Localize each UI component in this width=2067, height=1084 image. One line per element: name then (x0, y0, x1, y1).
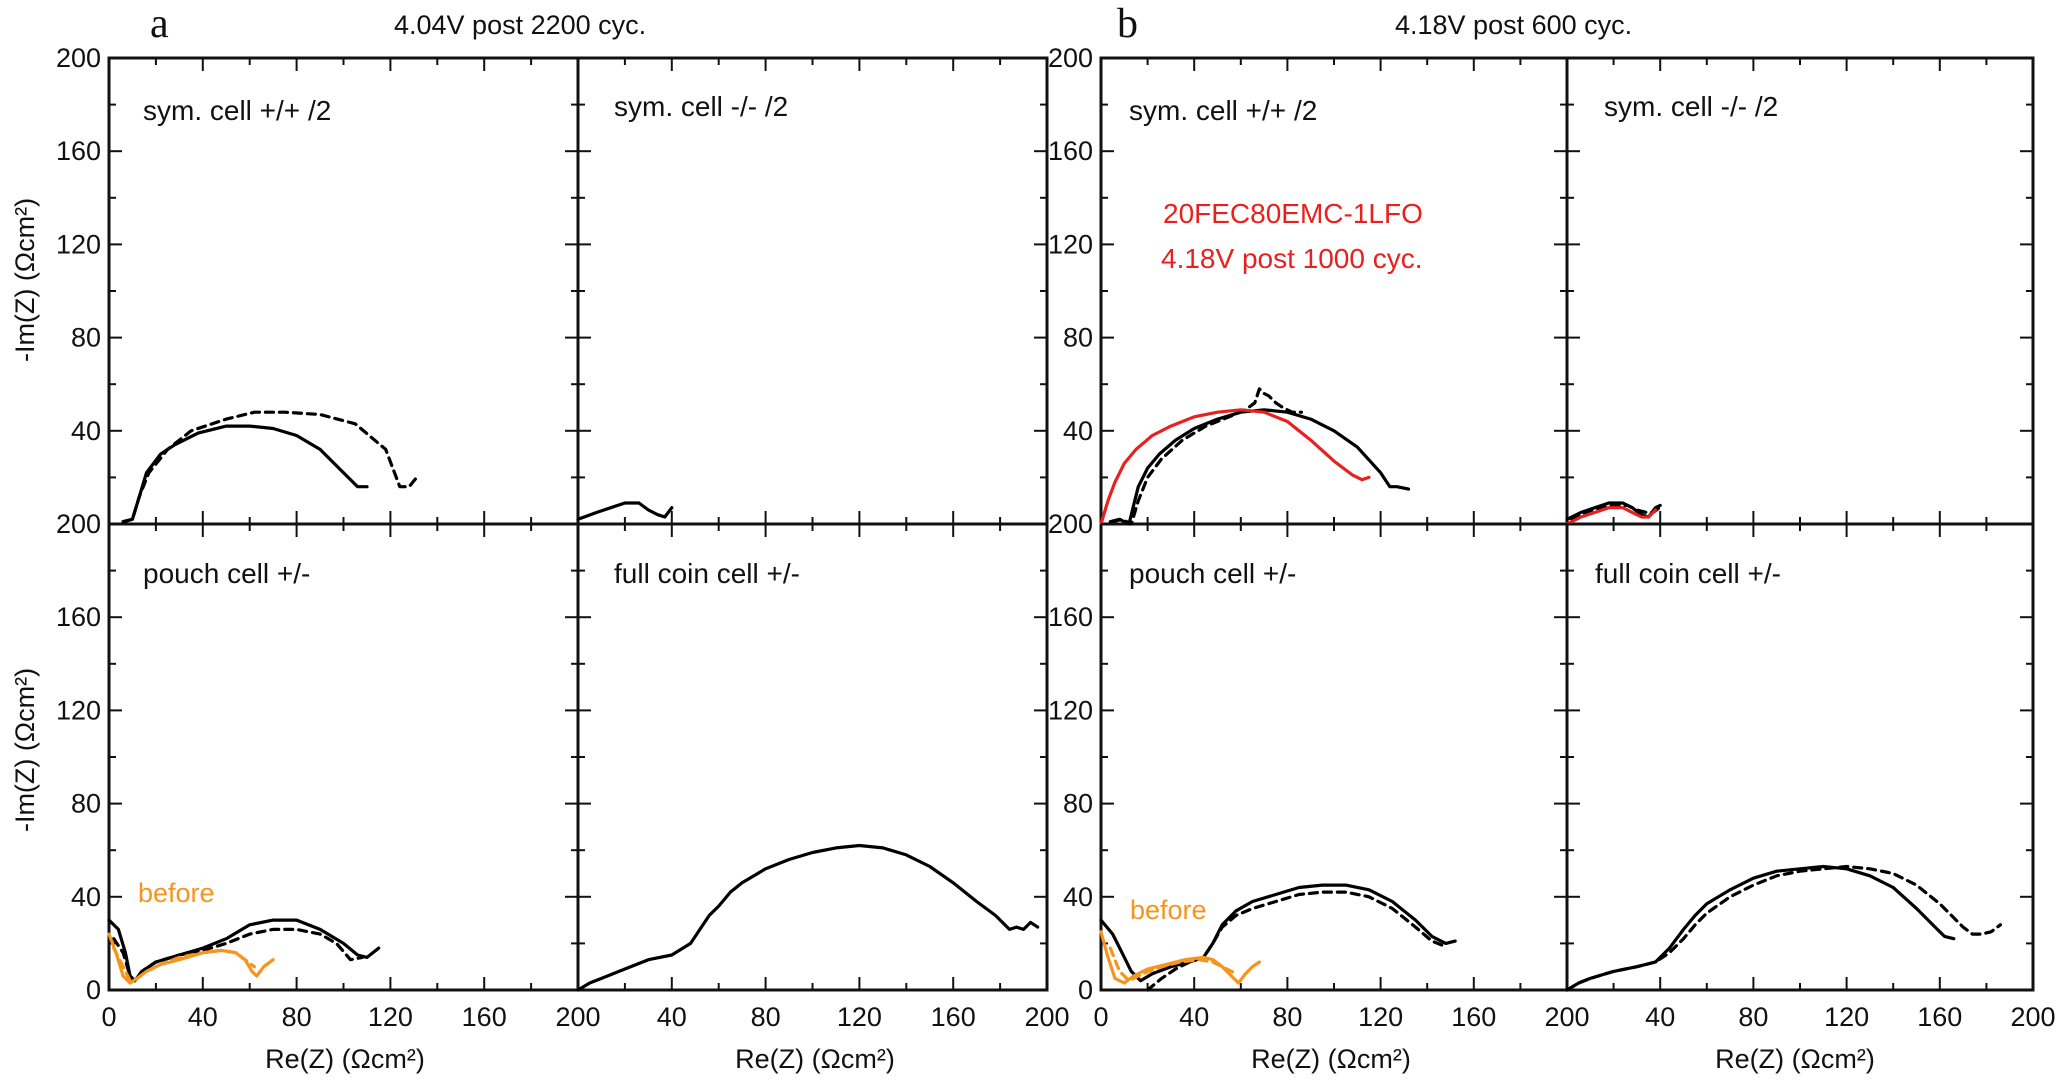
x-tick-label: 40 (657, 1002, 687, 1032)
panel-a-condition: 4.04V post 2200 cyc. (394, 10, 646, 40)
y-tick-label: 160 (1048, 602, 1093, 632)
subplot-title-b-top-left: sym. cell +/+ /2 (1129, 95, 1317, 126)
series-line-a-2-2 (107, 932, 275, 985)
x-tick-label: 80 (282, 1002, 312, 1032)
series-line-a-0-0 (121, 424, 369, 524)
subplot-title-b-bottom-right: full coin cell +/- (1595, 558, 1781, 589)
y-tick-label: 120 (56, 695, 101, 725)
series-line-b-6-3 (1108, 946, 1238, 983)
x-tick-label: 200 (1544, 1002, 1589, 1032)
x-tick-label: 160 (462, 1002, 507, 1032)
y-tick-label: 200 (1048, 509, 1093, 539)
subplot-title-a-bottom-left: pouch cell +/- (143, 558, 310, 589)
annotation-before-b: before (1130, 895, 1207, 925)
x-tick-label: 0 (1093, 1002, 1108, 1032)
y-tick-label: 40 (71, 416, 101, 446)
y-tick-label: 80 (1063, 789, 1093, 819)
y-axis-label-bottom-a: -Im(Z) (Ωcm²) (10, 668, 40, 832)
y-tick-label: 0 (86, 975, 101, 1005)
series-line-b-6-1 (1146, 890, 1446, 992)
x-tick-label: 120 (1358, 1002, 1403, 1032)
subplot-title-a-top-left: sym. cell +/+ /2 (143, 95, 331, 126)
panel-b-condition: 4.18V post 600 cyc. (1395, 10, 1632, 40)
x-tick-label: 80 (751, 1002, 781, 1032)
x-tick-label: 200 (2010, 1002, 2055, 1032)
x-tick-label: 160 (1451, 1002, 1496, 1032)
x-axis-label-left-b: Re(Z) (Ωcm²) (1251, 1044, 1411, 1074)
series-line-a-2-1 (112, 927, 364, 983)
series-line-b-6-2 (1099, 930, 1261, 985)
panel-b-letter: b (1117, 1, 1138, 47)
x-tick-label: 40 (1645, 1002, 1675, 1032)
y-tick-label: 40 (71, 882, 101, 912)
y-tick-label: 120 (1048, 695, 1093, 725)
y-tick-label: 120 (1048, 229, 1093, 259)
y-tick-label: 200 (1048, 43, 1093, 73)
x-tick-label: 120 (837, 1002, 882, 1032)
plot-layer: 0 40 40 80 80 120 120 160 160 200 200 0 40 80 120 160 20… (56, 43, 2056, 1032)
x-tick-label: 0 (101, 1002, 116, 1032)
annotation-before-a: before (138, 878, 215, 908)
x-tick-label: 200 (555, 1002, 600, 1032)
series-line-b-4-1 (1111, 387, 1303, 526)
y-tick-label: 0 (1078, 975, 1093, 1005)
subplot-title-a-top-right: sym. cell -/- /2 (614, 91, 788, 122)
series-line-b-4-0 (1108, 408, 1411, 526)
x-tick-label: 200 (1024, 1002, 1069, 1032)
x-tick-label: 80 (1738, 1002, 1768, 1032)
y-tick-label: 80 (71, 789, 101, 819)
y-tick-label: 160 (56, 136, 101, 166)
x-tick-label: 120 (1824, 1002, 1869, 1032)
y-axis-label-top-a: -Im(Z) (Ωcm²) (10, 198, 40, 362)
subplot-title-b-bottom-left: pouch cell +/- (1129, 558, 1296, 589)
x-tick-label: 80 (1272, 1002, 1302, 1032)
series-line-a-2-3 (112, 946, 256, 983)
annotation-red-line-1: 20FEC80EMC-1LFO (1163, 198, 1423, 229)
x-axis-label-right-b: Re(Z) (Ωcm²) (1715, 1044, 1875, 1074)
series-line-a-3-0 (576, 843, 1040, 992)
series-line-b-5-2 (1565, 506, 1658, 526)
x-tick-label: 40 (188, 1002, 218, 1032)
subplot-title-a-bottom-right: full coin cell +/- (614, 558, 800, 589)
y-tick-label: 160 (1048, 136, 1093, 166)
series-line-b-4-2 (1099, 408, 1371, 526)
x-tick-label: 40 (1179, 1002, 1209, 1032)
panel-a-letter: a (150, 1, 169, 47)
series-line-b-7-1 (1565, 864, 2002, 992)
x-tick-label: 160 (1917, 1002, 1962, 1032)
annotation-red-line-2: 4.18V post 1000 cyc. (1161, 243, 1423, 274)
series-line-a-1-0 (576, 501, 674, 521)
y-tick-label: 40 (1063, 882, 1093, 912)
y-tick-label: 80 (1063, 323, 1093, 353)
subplot-title-b-top-right: sym. cell -/- /2 (1604, 91, 1778, 122)
y-tick-label: 80 (71, 323, 101, 353)
x-tick-label: 160 (931, 1002, 976, 1032)
x-axis-label-right-a: Re(Z) (Ωcm²) (735, 1044, 895, 1074)
y-tick-label: 200 (56, 43, 101, 73)
x-axis-label-left-a: Re(Z) (Ωcm²) (265, 1044, 425, 1074)
y-tick-label: 40 (1063, 416, 1093, 446)
y-tick-label: 120 (56, 229, 101, 259)
x-tick-label: 120 (368, 1002, 413, 1032)
y-tick-label: 160 (56, 602, 101, 632)
series-line-b-7-0 (1565, 864, 1956, 992)
y-tick-label: 200 (56, 509, 101, 539)
series-line-a-0-1 (121, 410, 421, 524)
